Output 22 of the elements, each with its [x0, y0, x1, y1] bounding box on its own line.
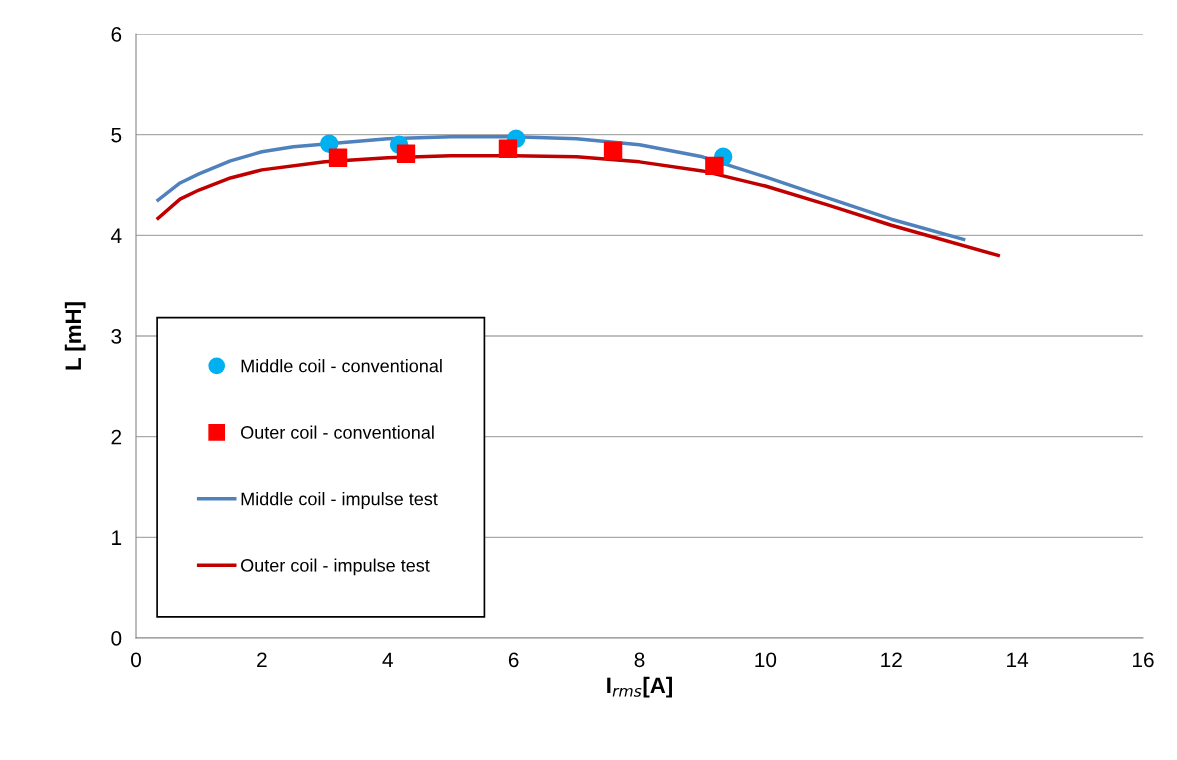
y-tick-label: 6: [111, 27, 122, 42]
x-tick-label: 14: [1007, 652, 1029, 667]
legend-label: Outer coil - conventional: [241, 425, 434, 439]
x-axis-title: I$_{rms}$[A]: [607, 676, 672, 698]
y-tick-label: 3: [111, 329, 122, 344]
x-tick-label: 2: [257, 652, 267, 667]
x-tick-label: 0: [131, 652, 141, 668]
x-tick-label: 8: [634, 652, 645, 668]
y-axis-title: L [mH]: [64, 302, 86, 370]
x-tick-label: 6: [508, 652, 519, 668]
legend-label: Outer coil - impulse test: [241, 558, 430, 576]
x-tick-label: 10: [755, 652, 777, 668]
legend-label: Middle coil - impulse test: [241, 492, 438, 509]
y-tick-label: 4: [111, 228, 122, 243]
y-tick-label: 2: [111, 429, 122, 445]
x-tick-label: 4: [382, 652, 393, 667]
y-tick-label: 1: [112, 530, 122, 545]
y-tick-label: 0: [111, 631, 122, 646]
x-tick-label: 16: [1133, 652, 1154, 668]
x-tick-label: 12: [881, 652, 902, 667]
y-tick-label: 5: [111, 127, 122, 143]
legend-label: Middle coil - conventional: [241, 359, 442, 373]
